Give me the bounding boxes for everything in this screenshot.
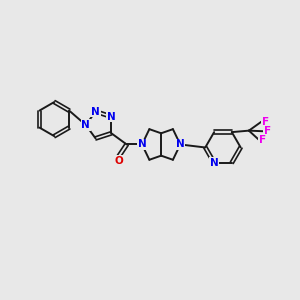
Text: F: F xyxy=(264,126,271,136)
Text: N: N xyxy=(81,120,90,130)
Text: F: F xyxy=(262,117,269,127)
Text: N: N xyxy=(176,140,185,149)
Text: N: N xyxy=(138,140,146,149)
Text: N: N xyxy=(91,106,100,116)
Text: F: F xyxy=(259,135,266,145)
Text: N: N xyxy=(210,158,218,168)
Text: O: O xyxy=(114,156,123,166)
Text: N: N xyxy=(107,112,116,122)
